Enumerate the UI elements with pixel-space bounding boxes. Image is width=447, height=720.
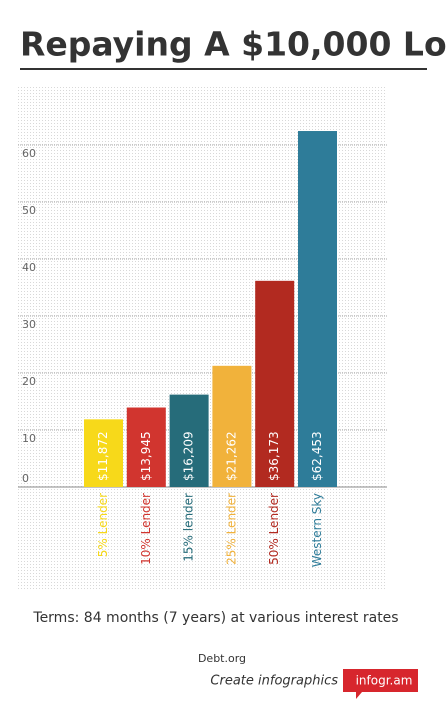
- bar: [84, 419, 123, 487]
- x-tick-label: Western Sky: [310, 493, 324, 567]
- x-tick-label: 15% lender: [182, 493, 196, 562]
- value-label: $62,453: [310, 431, 324, 481]
- source: Debt.org: [198, 652, 246, 665]
- value-label: $13,945: [139, 431, 153, 481]
- bar: [126, 407, 166, 487]
- chart-title: Repaying A $10,000 Loan: [20, 25, 447, 64]
- value-label: $21,262: [224, 431, 238, 481]
- bar: [255, 280, 295, 487]
- x-tick-label: 25% Lender: [224, 493, 238, 565]
- bar: [212, 365, 252, 487]
- bar: [298, 131, 337, 488]
- y-tick-label: 40: [22, 261, 36, 274]
- note: Terms: 84 months (7 years) at various in…: [32, 610, 398, 626]
- credit[interactable]: Create infographics: [210, 674, 338, 689]
- x-tick-label: 10% Lender: [139, 493, 153, 565]
- value-label: $36,173: [267, 431, 281, 481]
- y-tick-label: 60: [22, 147, 36, 160]
- y-tick-label: 10: [22, 432, 36, 445]
- y-tick-label: 0: [22, 472, 29, 485]
- value-label: $11,872: [96, 431, 110, 481]
- brand[interactable]: infogr.am: [356, 674, 413, 688]
- y-tick-label: 50: [22, 204, 36, 217]
- y-tick-label: 20: [22, 375, 36, 388]
- bar: [169, 394, 209, 487]
- x-tick-label: 50% Lender: [267, 493, 281, 565]
- y-tick-label: 30: [22, 318, 36, 331]
- brand-badge[interactable]: [343, 669, 418, 699]
- value-label: $16,209: [182, 431, 196, 481]
- x-tick-label: 5% Lender: [96, 493, 110, 557]
